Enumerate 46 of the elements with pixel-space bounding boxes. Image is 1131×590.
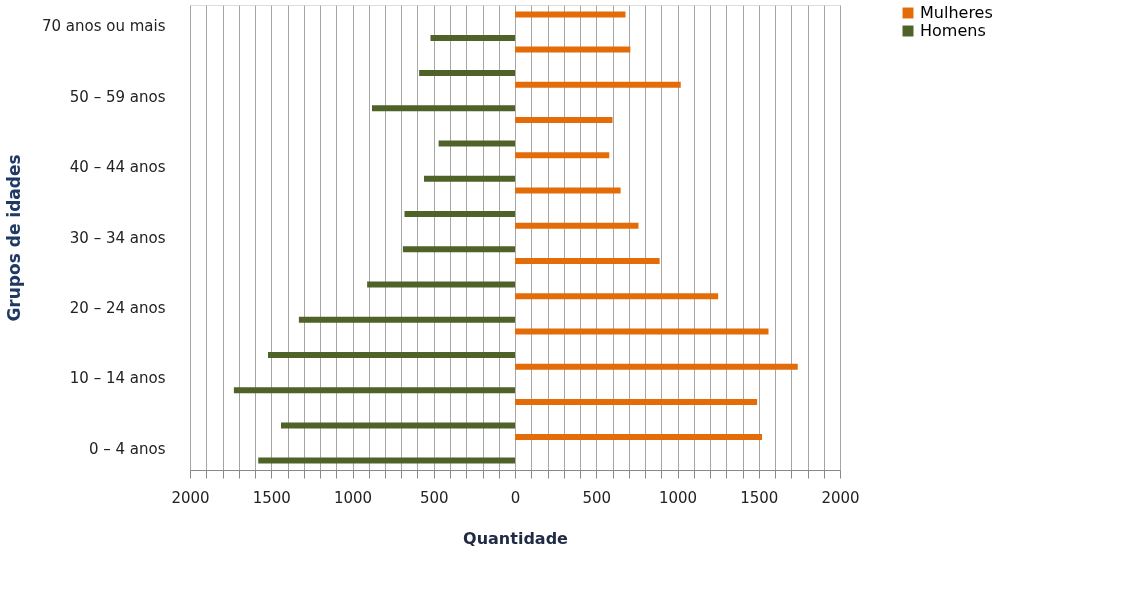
x-tick-label: 2000: [171, 488, 210, 507]
y-axis-title: Grupos de idades: [3, 154, 24, 322]
bar: [515, 434, 762, 441]
bar: [233, 387, 515, 394]
bar: [258, 457, 515, 464]
y-tick-label: 0 – 4 anos: [88, 439, 166, 458]
bar: [515, 293, 719, 300]
x-tick-label: 2000: [821, 488, 860, 507]
legend-label: Homens: [920, 21, 986, 40]
x-tick-label: 1500: [252, 488, 291, 507]
legend-label: Mulheres: [920, 3, 993, 22]
bar: [515, 328, 769, 335]
y-tick-label: 30 – 34 anos: [69, 228, 166, 247]
bar: [515, 46, 631, 53]
bar: [372, 105, 515, 112]
bar: [515, 11, 626, 18]
bar: [402, 246, 515, 253]
y-tick-label: 50 – 59 anos: [69, 87, 166, 106]
bar: [438, 140, 515, 147]
bar: [515, 117, 613, 124]
y-tick-label: 70 anos ou mais: [41, 17, 166, 36]
bar: [430, 34, 515, 41]
y-tick-label: 20 – 24 anos: [69, 298, 166, 317]
bar: [515, 257, 660, 264]
bar: [515, 398, 758, 405]
bar: [367, 281, 515, 288]
bar: [515, 152, 610, 159]
bar: [298, 316, 515, 323]
bar: [281, 422, 515, 429]
bar: [268, 351, 515, 358]
x-tick-label: 500: [582, 488, 612, 507]
y-tick-label: 10 – 14 anos: [69, 369, 166, 388]
x-tick-label: 0: [510, 488, 521, 507]
y-tick-label: 40 – 44 anos: [69, 158, 166, 177]
bar: [515, 363, 798, 370]
x-tick-label: 500: [419, 488, 449, 507]
x-axis-title: Quantidade: [463, 528, 569, 548]
bar: [404, 211, 515, 218]
bar: [515, 187, 621, 194]
bar: [515, 222, 639, 229]
bar: [419, 70, 515, 77]
x-tick-label: 1000: [333, 488, 373, 507]
x-tick-label: 1500: [740, 488, 779, 507]
bar: [424, 175, 515, 182]
bar: [515, 81, 681, 88]
x-tick-label: 1000: [658, 488, 698, 507]
